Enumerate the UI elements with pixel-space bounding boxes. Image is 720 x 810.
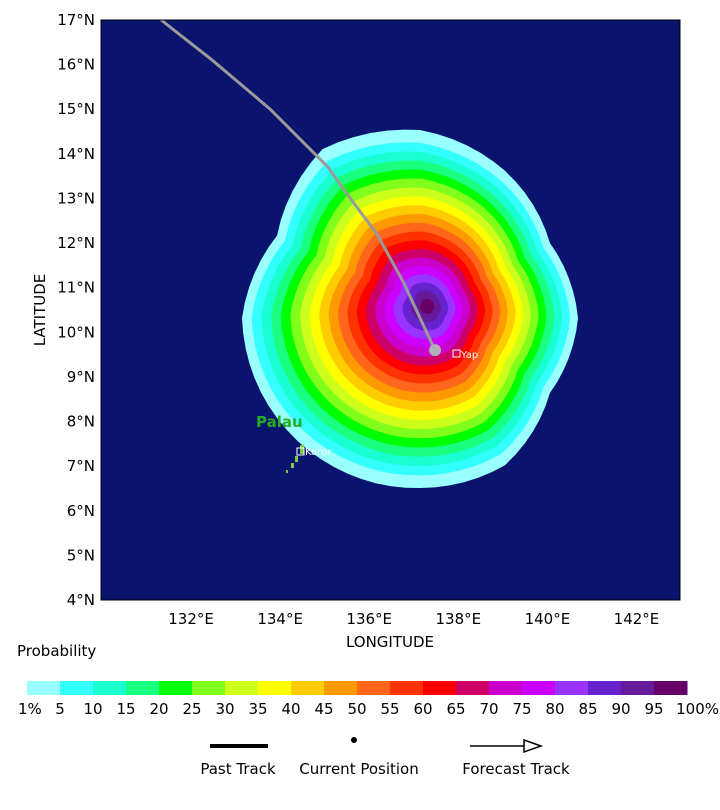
- colorbar-label: 35: [248, 700, 267, 718]
- lat-tick-label: 17°N: [57, 11, 95, 29]
- colorbar-swatch: [390, 681, 424, 695]
- koror-label: Koror: [305, 447, 332, 458]
- colorbar-swatch: [456, 681, 490, 695]
- colorbar-label: 30: [215, 700, 234, 718]
- colorbar-label: 1%: [18, 700, 42, 718]
- colorbar-swatch: [93, 681, 127, 695]
- colorbar-swatch: [291, 681, 325, 695]
- longitude-tick-labels: 132°E 134°E 136°E 138°E 140°E 142°E: [168, 610, 659, 628]
- colorbar-swatch: [555, 681, 589, 695]
- lat-tick-label: 15°N: [57, 100, 95, 118]
- yap-label: Yap: [460, 350, 478, 361]
- colorbar-label: 90: [611, 700, 630, 718]
- colorbar-swatch: [159, 681, 193, 695]
- colorbar-label: 15: [116, 700, 135, 718]
- colorbar-label: 5: [55, 700, 65, 718]
- colorbar-label: 50: [347, 700, 366, 718]
- lat-tick-label: 13°N: [57, 189, 95, 207]
- lat-tick-label: 11°N: [57, 279, 95, 297]
- island-shape: [295, 456, 298, 462]
- colorbar-swatch: [324, 681, 358, 695]
- forecast-track-legend: Forecast Track: [462, 738, 570, 778]
- past-track-line: [160, 20, 437, 351]
- colorbar-label: 85: [578, 700, 597, 718]
- colorbar-label: 75: [512, 700, 531, 718]
- colorbar-swatch: [522, 681, 556, 695]
- colorbar-swatch: [60, 681, 94, 695]
- lon-tick-label: 140°E: [525, 610, 571, 628]
- probability-colorbar-labels: 1% 5 10 15 20 25 30 35 40 45 50 55 60 65 70 75 80 85 90 95 1…: [18, 700, 719, 718]
- x-axis-title: LONGITUDE: [346, 633, 434, 651]
- lat-tick-label: 5°N: [67, 546, 95, 564]
- colorbar-swatch: [357, 681, 391, 695]
- lon-tick-label: 136°E: [346, 610, 392, 628]
- colorbar-label: 95: [644, 700, 663, 718]
- colorbar-swatch: [258, 681, 292, 695]
- legend-title: Probability: [17, 642, 96, 660]
- colorbar-label: 10: [83, 700, 102, 718]
- probability-contour: [419, 298, 435, 314]
- storm-track: [160, 20, 442, 357]
- probability-colorbar: [27, 681, 688, 695]
- past-track-legend-label: Past Track: [200, 760, 276, 778]
- palau-label: Palau: [256, 413, 303, 431]
- colorbar-label: 70: [479, 700, 498, 718]
- lat-tick-label: 6°N: [67, 502, 95, 520]
- colorbar-label: 25: [182, 700, 201, 718]
- colorbar-swatch: [489, 681, 523, 695]
- colorbar-label: 20: [149, 700, 168, 718]
- lat-tick-label: 10°N: [57, 323, 95, 341]
- yap-marker-icon: [452, 349, 461, 358]
- koror-marker-icon: [296, 447, 305, 456]
- map-frame: [100, 19, 681, 601]
- current-position-legend-label: Current Position: [299, 760, 419, 778]
- colorbar-label: 45: [314, 700, 333, 718]
- island-shape: [286, 470, 288, 473]
- colorbar-swatch: [27, 681, 61, 695]
- lat-tick-label: 8°N: [67, 413, 95, 431]
- island-shape: [291, 463, 294, 468]
- forecast-track-legend-label: Forecast Track: [462, 760, 570, 778]
- colorbar-swatch: [588, 681, 622, 695]
- probability-contours: [242, 129, 578, 488]
- past-track-legend: Past Track: [200, 744, 276, 778]
- lon-tick-label: 132°E: [168, 610, 214, 628]
- colorbar-label: 60: [413, 700, 432, 718]
- islands: [286, 445, 304, 473]
- colorbar-label: 40: [281, 700, 300, 718]
- island-shape: [300, 445, 304, 454]
- colorbar-swatch: [621, 681, 655, 695]
- colorbar-swatch: [225, 681, 259, 695]
- latitude-tick-labels: 17°N 16°N 15°N 14°N 13°N 12°N 11°N 10°N 9°N 8°N 7°…: [57, 11, 95, 609]
- colorbar-label: 65: [446, 700, 465, 718]
- current-position-legend: Current Position: [299, 737, 419, 778]
- place-yap: Yap: [452, 349, 478, 361]
- lon-tick-label: 134°E: [257, 610, 303, 628]
- lon-tick-label: 138°E: [436, 610, 482, 628]
- lat-tick-label: 16°N: [57, 56, 95, 74]
- lat-tick-label: 14°N: [57, 145, 95, 163]
- current-position-marker: [429, 344, 442, 357]
- colorbar-label: 80: [545, 700, 564, 718]
- lat-tick-label: 9°N: [67, 368, 95, 386]
- lat-tick-label: 7°N: [67, 457, 95, 475]
- current-position-dot-icon: [351, 737, 357, 743]
- lat-tick-label: 4°N: [67, 591, 95, 609]
- place-koror: Koror: [296, 447, 332, 458]
- colorbar-swatch: [423, 681, 457, 695]
- colorbar-label: 100%: [676, 700, 719, 718]
- forecast-track-arrow-icon: [523, 738, 544, 754]
- colorbar-swatch: [192, 681, 226, 695]
- lon-tick-label: 142°E: [614, 610, 660, 628]
- colorbar-label: 55: [380, 700, 399, 718]
- colorbar-swatch: [126, 681, 160, 695]
- lat-tick-label: 12°N: [57, 234, 95, 252]
- colorbar-swatch: [654, 681, 688, 695]
- y-axis-title: LATITUDE: [31, 274, 49, 347]
